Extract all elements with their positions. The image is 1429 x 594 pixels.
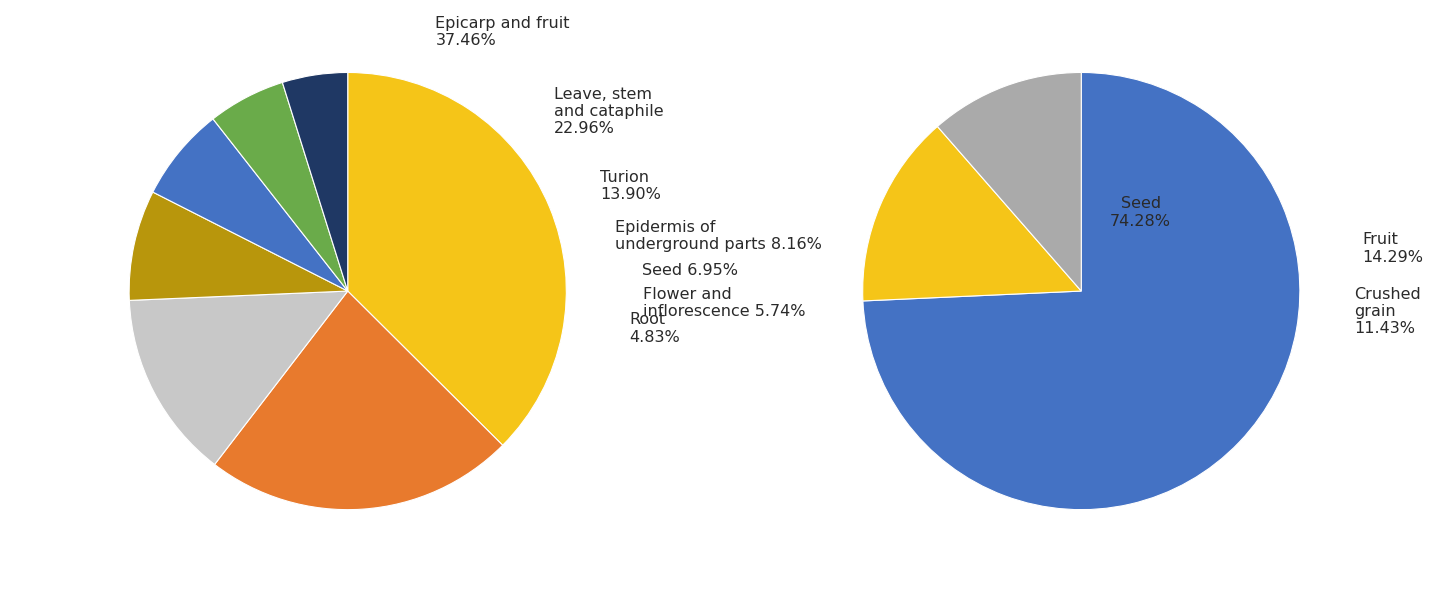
Text: Turion
13.90%: Turion 13.90% [600,170,660,202]
Text: Seed 6.95%: Seed 6.95% [642,263,739,278]
Wedge shape [130,291,347,465]
Text: Fruit
14.29%: Fruit 14.29% [1362,232,1423,265]
Wedge shape [129,192,347,301]
Text: Root
4.83%: Root 4.83% [629,312,680,345]
Text: Epicarp and fruit
37.46%: Epicarp and fruit 37.46% [436,16,570,49]
Text: Leave, stem
and cataphile
22.96%: Leave, stem and cataphile 22.96% [554,87,663,137]
Text: Crushed
grain
11.43%: Crushed grain 11.43% [1353,286,1420,336]
Wedge shape [863,72,1300,510]
Text: Flower and
inflorescence 5.74%: Flower and inflorescence 5.74% [643,287,805,319]
Wedge shape [863,127,1082,301]
Text: Seed
74.28%: Seed 74.28% [1110,197,1172,229]
Text: Epidermis of
underground parts 8.16%: Epidermis of underground parts 8.16% [616,220,822,252]
Wedge shape [214,291,503,510]
Wedge shape [347,72,566,446]
Wedge shape [213,83,347,291]
Wedge shape [937,72,1082,291]
Wedge shape [283,72,347,291]
Wedge shape [153,119,347,291]
